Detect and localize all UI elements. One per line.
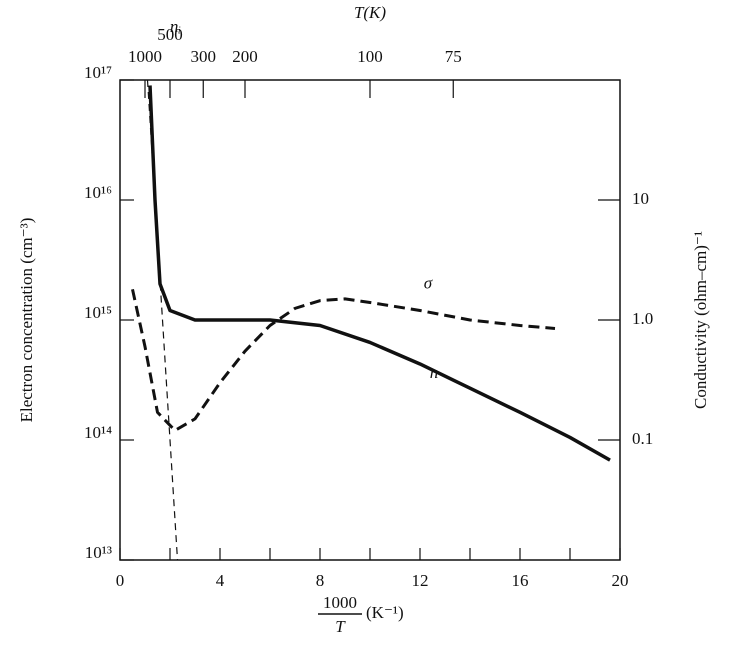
x2-tick-label: 75 bbox=[445, 47, 462, 66]
y-tick-label: 10¹⁶ bbox=[84, 183, 112, 202]
y2-tick-label: 10 bbox=[632, 189, 649, 208]
x2-tick-label: 300 bbox=[191, 47, 217, 66]
y-tick-label: 10¹⁵ bbox=[84, 303, 112, 322]
x-tick-label: 4 bbox=[216, 571, 225, 590]
series-label: nᵢ bbox=[170, 17, 181, 36]
top-axis-label: T(K) bbox=[354, 3, 386, 22]
series-line bbox=[146, 79, 179, 561]
x-tick-label: 8 bbox=[316, 571, 325, 590]
series-line bbox=[148, 85, 611, 462]
x-tick-label: 16 bbox=[512, 571, 529, 590]
x-tick-label: 0 bbox=[116, 571, 125, 590]
x2-tick-label: 500 bbox=[157, 25, 183, 44]
series-line bbox=[131, 289, 556, 432]
y-tick-label: 10¹⁷ bbox=[84, 63, 112, 82]
series-label: σ bbox=[424, 273, 433, 292]
x-label-denominator: T bbox=[335, 617, 346, 636]
y-axis-label: Electron concentration (cm⁻³) bbox=[17, 218, 36, 423]
y2-axis-label: Conductivity (ohm–cm)⁻¹ bbox=[691, 231, 710, 409]
y2-tick-label: 0.1 bbox=[632, 429, 653, 448]
x2-tick-label: 200 bbox=[232, 47, 258, 66]
y-tick-label: 10¹³ bbox=[85, 543, 112, 562]
x-label-unit: (K⁻¹) bbox=[366, 603, 404, 622]
x-tick-label: 12 bbox=[412, 571, 429, 590]
series-label: n bbox=[430, 363, 439, 382]
y-tick-label: 10¹⁴ bbox=[84, 423, 112, 442]
x-label-numerator: 1000 bbox=[323, 593, 357, 612]
y2-tick-label: 1.0 bbox=[632, 309, 653, 328]
x-tick-label: 20 bbox=[612, 571, 629, 590]
x2-tick-label: 100 bbox=[357, 47, 383, 66]
x2-tick-label: 1000 bbox=[128, 47, 162, 66]
